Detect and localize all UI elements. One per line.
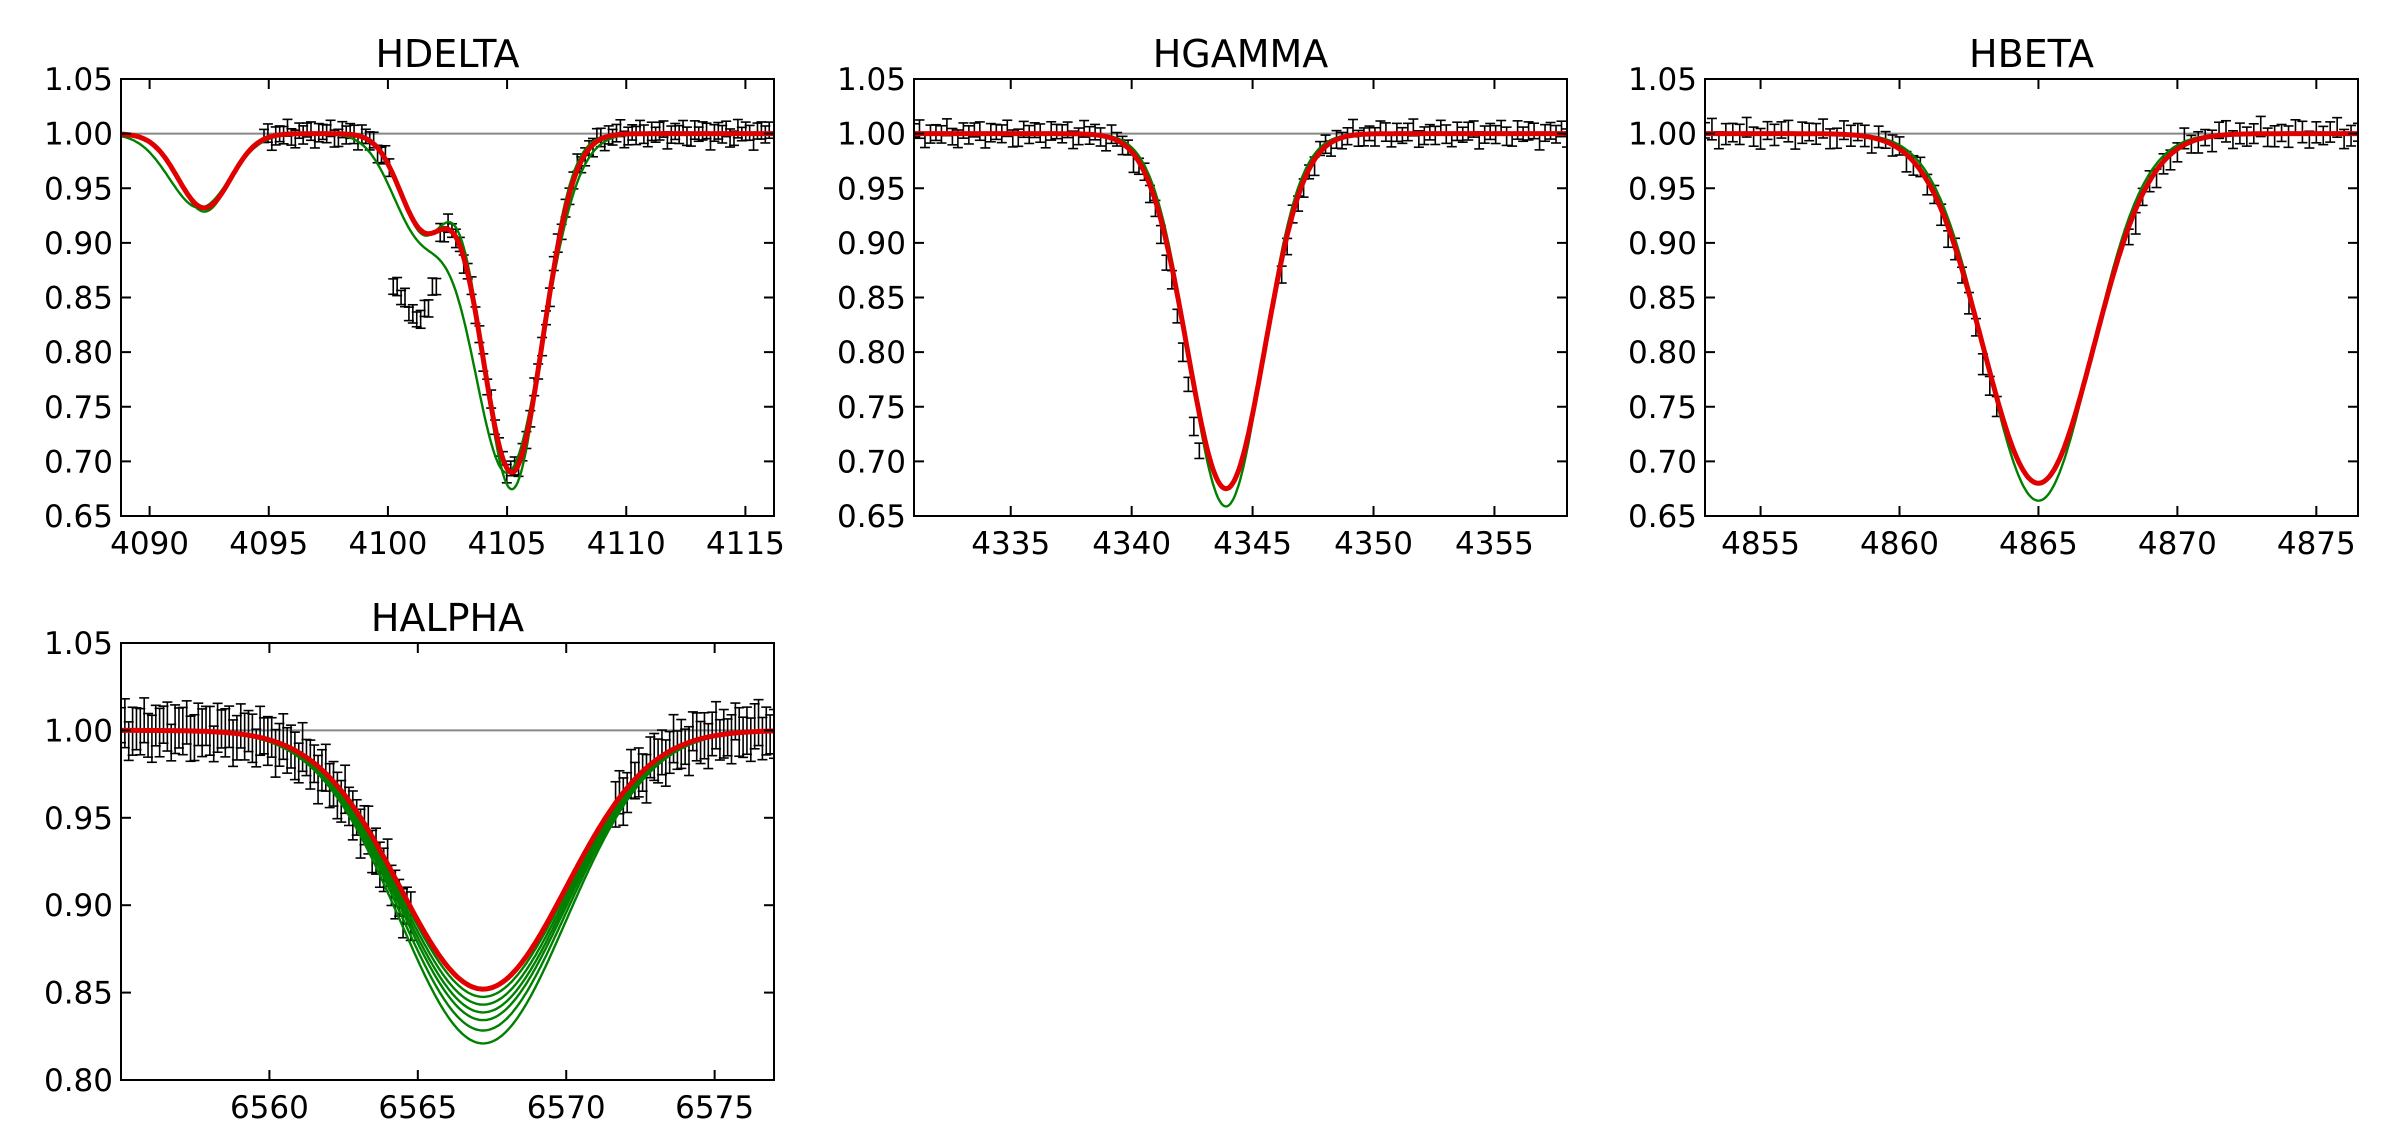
y-tick-label: 1.00 [837,117,906,153]
axes-frame [1704,78,2359,517]
data-points [258,118,774,484]
y-tick-label: 1.05 [837,62,906,98]
panel-hdelta: HDELTA 4090 4095 4100 4105 4110 4115 0.65 0.70 0.… [44,32,785,562]
model-line [121,729,774,1032]
x-tick-label: 4110 [587,526,666,562]
model-line [121,729,774,1022]
y-tick-label: 0.75 [837,390,906,426]
model-line [121,132,774,491]
plot-area [1705,115,2358,502]
chart-title: HDELTA [375,32,519,76]
best-fit-model-line [1705,131,2358,486]
y-tick-label: 0.80 [44,335,113,371]
x-tick-label: 4345 [1213,526,1292,562]
y-tick-label: 1.00 [44,713,113,749]
best-fit-model-line [121,727,774,992]
y-tick-label: 0.95 [44,801,113,837]
y-tick-label: 1.05 [1628,62,1697,98]
chart-title: HGAMMA [1153,32,1329,76]
model-line [121,729,774,999]
y-tick-label: 0.95 [1628,171,1697,207]
model-line [1705,132,2358,502]
y-tick-label: 0.70 [1628,444,1697,480]
x-tick-label: 4115 [706,526,785,562]
y-tick-label: 0.80 [44,1063,113,1099]
x-tick-label: 6565 [378,1090,457,1126]
y-tick-label: 0.90 [44,888,113,924]
plot-area [914,118,1567,508]
y-tick-label: 1.00 [1628,117,1697,153]
x-tick-label: 4095 [229,526,308,562]
x-tick-label: 4340 [1092,526,1171,562]
x-tick-label: 4855 [1721,526,1800,562]
y-tick-label: 1.05 [44,626,113,662]
y-tick-label: 0.90 [837,226,906,262]
x-tick-label: 4865 [1999,526,2078,562]
x-tick-label: 4870 [2138,526,2217,562]
y-tick-label: 0.85 [837,281,906,317]
y-tick-label: 0.70 [44,444,113,480]
chart-title: HALPHA [371,596,524,640]
y-tick-label: 0.85 [44,281,113,317]
y-tick-label: 0.95 [837,171,906,207]
y-tick-label: 0.80 [1628,335,1697,371]
plot-area [121,118,774,491]
panel-hbeta: HBETA 4855 4860 4865 4870 4875 0.65 0.70 0.75 0.8… [1628,32,2359,562]
x-tick-label: 4350 [1334,526,1413,562]
y-tick-label: 0.90 [44,226,113,262]
model-line [121,132,774,475]
x-tick-label: 4875 [2277,526,2356,562]
panel-hgamma: HGAMMA 4335 4340 4345 4350 4355 0.65 0.70 0.75 0.… [837,32,1568,562]
x-tick-label: 6560 [230,1090,309,1126]
chart-title: HBETA [1969,32,2094,76]
data-points [1705,115,2358,418]
panel-halpha: HALPHA 6560 6565 6570 6575 0.80 0.85 0.90 0.95 1.… [44,596,775,1126]
x-tick-label: 4335 [971,526,1050,562]
data-points [914,118,1567,460]
axes-frame [120,78,775,517]
y-tick-label: 0.90 [1628,226,1697,262]
axes-frame [120,642,775,1081]
x-tick-label: 4860 [1860,526,1939,562]
y-tick-label: 0.65 [837,499,906,535]
y-tick-label: 0.85 [1628,281,1697,317]
y-tick-label: 0.95 [44,171,113,207]
x-tick-label: 6570 [527,1090,606,1126]
y-tick-label: 0.65 [1628,499,1697,535]
y-tick-label: 0.75 [1628,390,1697,426]
x-tick-label: 4100 [348,526,427,562]
x-tick-label: 6575 [675,1090,754,1126]
y-tick-label: 0.65 [44,499,113,535]
y-tick-label: 0.80 [837,335,906,371]
best-fit-model-line [914,131,1567,492]
y-tick-label: 1.00 [44,117,113,153]
y-tick-label: 0.75 [44,390,113,426]
x-tick-label: 4105 [468,526,547,562]
axes-frame [913,78,1568,517]
y-tick-label: 0.85 [44,976,113,1012]
plot-area [121,697,774,1045]
y-tick-label: 0.70 [837,444,906,480]
model-line [914,132,1567,508]
x-tick-label: 4090 [110,526,189,562]
y-tick-label: 1.05 [44,62,113,98]
x-tick-label: 4355 [1455,526,1534,562]
best-fit-model-line [121,131,774,475]
